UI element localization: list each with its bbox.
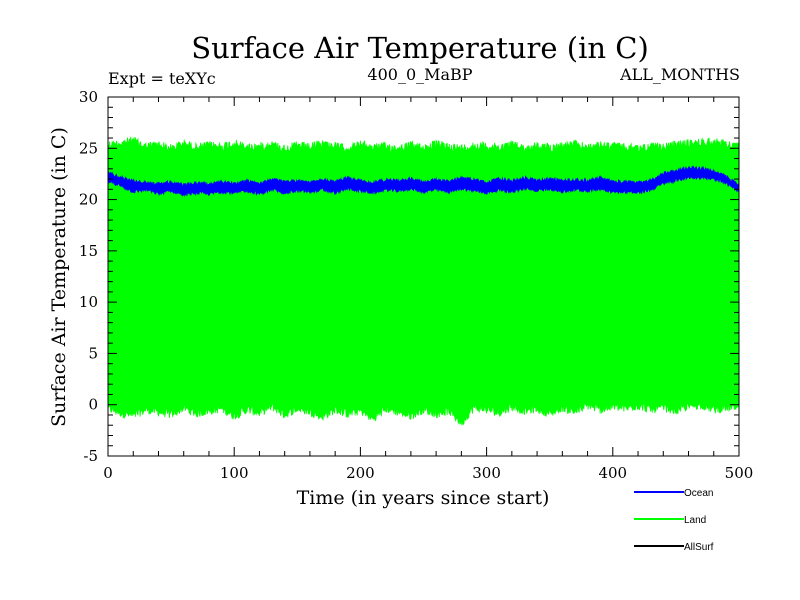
plot-area <box>107 136 740 426</box>
x-tick-label: 0 <box>103 464 113 482</box>
y-tick-label: 5 <box>88 344 98 362</box>
x-tick-label: 300 <box>472 464 501 482</box>
axes: 0 100 200 300 400 500 -5 0 5 10 15 20 25 30 <box>79 88 753 482</box>
x-axis-label: Time (in years since start) <box>297 487 550 509</box>
y-tick-label: 30 <box>79 88 98 106</box>
legend: Ocean Land AllSurf <box>634 488 714 553</box>
y-tick-label: 0 <box>88 396 98 414</box>
x-tick-label: 100 <box>220 464 249 482</box>
legend-label-allsurf: AllSurf <box>684 542 714 553</box>
y-tick-label: -5 <box>83 447 98 465</box>
y-tick-label: 20 <box>79 191 98 209</box>
y-tick-label: 25 <box>79 139 98 157</box>
x-tick-label: 200 <box>346 464 375 482</box>
series-band-land <box>107 136 740 426</box>
experiment-label: Expt = teXYc <box>108 69 216 88</box>
legend-label-ocean: Ocean <box>684 488 713 499</box>
legend-label-land: Land <box>684 515 706 526</box>
x-tick-label: 400 <box>598 464 627 482</box>
y-tick-label: 10 <box>79 293 98 311</box>
months-label: ALL_MONTHS <box>619 65 740 84</box>
y-tick-label: 15 <box>79 242 98 260</box>
y-axis-label: Surface Air Temperature (in C) <box>48 127 70 427</box>
period-label: 400_0_MaBP <box>367 65 472 84</box>
plot-frame <box>107 96 740 457</box>
x-tick-label: 500 <box>725 464 754 482</box>
chart-title: Surface Air Temperature (in C) <box>191 31 649 65</box>
